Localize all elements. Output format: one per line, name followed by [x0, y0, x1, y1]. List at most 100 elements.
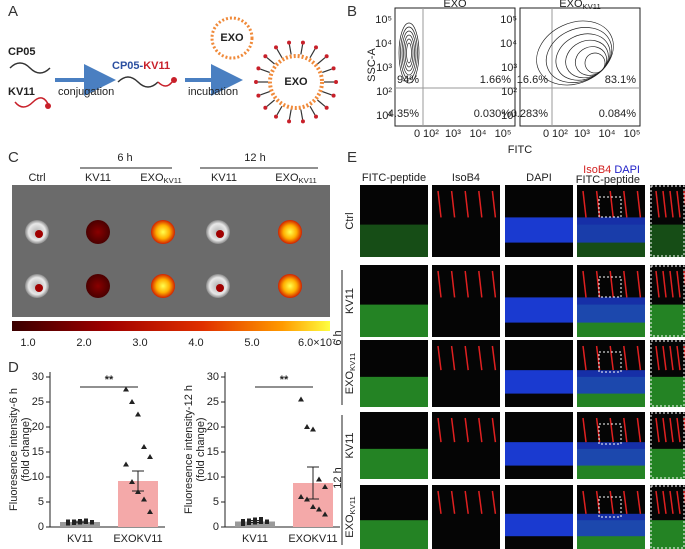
x-tick-label: 0 — [414, 128, 420, 140]
step-label: incubation — [188, 86, 238, 98]
vessel — [450, 417, 456, 443]
quadrant-percent: 16.6% — [517, 74, 548, 86]
column-label-sub: KV11 — [164, 176, 182, 185]
y-tick-label: 25 — [32, 396, 44, 408]
vessel — [655, 270, 660, 298]
data-point — [147, 454, 153, 459]
eye-signal — [35, 284, 43, 292]
vessel — [464, 345, 469, 371]
vessel — [464, 190, 469, 218]
vessel — [582, 490, 587, 514]
dapi-band — [505, 217, 573, 243]
vessel — [676, 270, 681, 298]
complex-label: EXO — [284, 76, 308, 88]
group-label: 12 h — [332, 467, 344, 488]
zoom-box — [598, 351, 622, 373]
dapi-band — [577, 513, 645, 537]
x-tick-label: 10² — [552, 128, 568, 140]
peptide-strand — [14, 97, 50, 108]
data-point — [135, 489, 141, 494]
spike-head — [254, 80, 258, 84]
vessel — [491, 345, 497, 371]
eye-spot — [86, 220, 110, 244]
spike-head — [314, 114, 318, 119]
step-label: conjugation — [58, 86, 114, 98]
vessel — [478, 345, 483, 371]
kv11-label: KV11 — [8, 86, 35, 98]
contour — [574, 46, 608, 76]
spike-head — [274, 45, 278, 50]
spike — [317, 99, 326, 107]
vessel — [676, 417, 681, 443]
dapi-band — [505, 297, 573, 323]
zoom-frame — [650, 412, 685, 479]
spike-head — [287, 119, 292, 124]
imaging-photo — [12, 185, 330, 317]
fitc-band — [360, 224, 428, 257]
spike-head — [274, 114, 278, 119]
row-label-main: KV11 — [344, 432, 356, 458]
contour — [545, 27, 613, 83]
row-label-main: Ctrl — [344, 212, 356, 229]
x-tick-label: 10⁵ — [624, 128, 641, 140]
vessel — [582, 190, 587, 218]
column-label: Ctrl — [28, 172, 45, 184]
contour — [398, 22, 420, 84]
fitc-band — [360, 448, 428, 479]
error-bar — [307, 466, 319, 500]
y-tick-label: 10¹ — [376, 110, 392, 122]
spike-head — [256, 66, 261, 71]
row-label: KV11 — [344, 288, 356, 314]
x-tick-label: 10² — [423, 128, 439, 140]
y-axis-label: (fold change) — [20, 417, 32, 481]
vessel — [655, 190, 660, 218]
quadrant-percent: 83.1% — [605, 74, 636, 86]
column-header: FITC-peptide — [362, 172, 426, 184]
contour — [565, 39, 609, 79]
eye-signal — [216, 230, 224, 238]
peptide-spikes — [254, 40, 338, 124]
x-tick-label: 10⁴ — [599, 128, 616, 140]
data-point — [66, 519, 70, 524]
spike-head — [324, 105, 329, 110]
colorbar-tick: 2.0 — [76, 337, 91, 349]
group-label: 6 h — [117, 152, 132, 164]
data-point — [298, 396, 304, 402]
merge-header-part: IsoB4 — [583, 164, 611, 176]
vessel — [478, 270, 483, 298]
conjugate-part: - — [140, 60, 144, 72]
y-axis-label: Fluoresence intensity-12 h — [183, 385, 195, 514]
vessel — [662, 190, 667, 218]
spike — [322, 91, 332, 96]
fitc-band — [650, 376, 685, 407]
zoom-box — [598, 196, 622, 218]
data-point — [147, 509, 153, 514]
fitc-band — [360, 304, 428, 337]
column-label-main: EXO — [140, 172, 164, 184]
plot-title: EXO — [443, 0, 467, 10]
cp05-label: CP05 — [8, 46, 36, 58]
axis-label: FITC — [508, 144, 532, 156]
significance: ** — [280, 374, 289, 386]
spike — [300, 109, 304, 120]
vessel — [662, 417, 667, 443]
spike — [266, 99, 275, 107]
vessel — [609, 345, 614, 371]
vessel — [609, 490, 614, 514]
data-point — [259, 517, 263, 521]
row-label: EXOKV11 — [344, 496, 357, 537]
vessel — [669, 270, 674, 298]
eye-spot — [151, 220, 175, 244]
contour — [400, 26, 418, 80]
colorbar-tick: 3.0 — [132, 337, 147, 349]
x-tick-label: EXOKV11 — [288, 533, 337, 545]
spike-head — [300, 119, 305, 124]
spike-head — [256, 93, 261, 98]
data-point — [322, 511, 328, 517]
plot-title-sub: KV11 — [583, 2, 601, 11]
vessel — [595, 490, 601, 514]
plot-title-main: EXO — [443, 0, 467, 10]
vessel — [623, 270, 628, 298]
data-point — [298, 494, 304, 499]
group-label: 12 h — [244, 152, 265, 164]
